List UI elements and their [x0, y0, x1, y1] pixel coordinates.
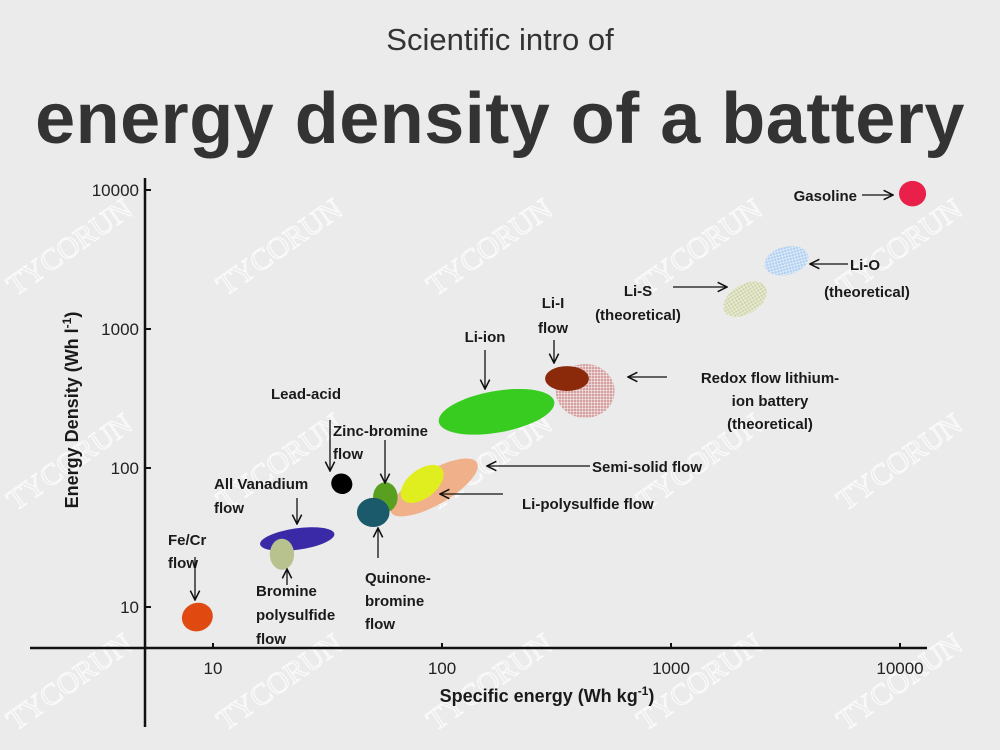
- label-redox-flow-lithium-ion-battery-theoretical: Redox flow lithium-: [701, 370, 839, 387]
- watermark-text: TYCORUN: [421, 192, 559, 302]
- y-tick-label: 10: [120, 598, 139, 617]
- subtitle: Scientific intro of: [386, 22, 614, 57]
- region-li-polysulfide-flow: [400, 464, 444, 503]
- x-tick-label: 100: [428, 659, 456, 678]
- region-quinone-bromine-flow: [356, 497, 390, 528]
- label-gasoline: Gasoline: [794, 188, 857, 205]
- y-tick-label: 100: [111, 459, 139, 478]
- label-li-o-theoretical: Li-O: [850, 257, 880, 274]
- region-li-o-theoretical: [764, 245, 809, 276]
- label-li-polysulfide-flow: Li-polysulfide flow: [522, 496, 654, 513]
- watermark-text: TYCORUN: [1, 192, 139, 302]
- label-zinc-bromine-flow: Zinc-bromine: [333, 423, 428, 440]
- watermark-text: TYCORUN: [831, 407, 969, 517]
- label-fe-cr-flow: Fe/Cr: [168, 532, 207, 549]
- y-axis-label: Energy Density (Wh l-1): [60, 312, 82, 509]
- region-lead-acid: [331, 473, 353, 494]
- label-lead-acid: Lead-acid: [271, 386, 341, 403]
- label-bromine-polysulfide-flow: flow: [256, 631, 286, 648]
- label-quinone-bromine-flow: Quinone-: [365, 570, 431, 587]
- label-bromine-polysulfide-flow: polysulfide: [256, 607, 335, 624]
- label-redox-flow-lithium-ion-battery-theoretical: (theoretical): [727, 416, 813, 433]
- region-li-s-theoretical: [723, 281, 767, 317]
- x-axis-label: Specific energy (Wh kg-1): [440, 684, 655, 706]
- label-redox-flow-lithium-ion-battery-theoretical: ion battery: [732, 393, 809, 410]
- label-semi-solid-flow: Semi-solid flow: [592, 459, 702, 476]
- label-li-s-theoretical: (theoretical): [595, 307, 681, 324]
- label-zinc-bromine-flow: flow: [333, 446, 363, 463]
- label-all-vanadium-flow: All Vanadium: [214, 476, 308, 493]
- x-tick-label: 1000: [652, 659, 690, 678]
- y-tick-label: 10000: [92, 181, 139, 200]
- x-tick-label: 10000: [876, 659, 923, 678]
- label-li-s-theoretical: Li-S: [624, 283, 652, 300]
- region-all-vanadium-flow: [260, 527, 335, 551]
- label-quinone-bromine-flow: flow: [365, 616, 395, 633]
- label-fe-cr-flow: flow: [168, 555, 198, 572]
- page-title: energy density of a battery: [35, 79, 965, 159]
- label-quinone-bromine-flow: bromine: [365, 593, 424, 610]
- x-tick-label: 10: [204, 659, 223, 678]
- region-li-i-flow: [545, 366, 589, 392]
- watermark-text: TYCORUN: [1, 627, 139, 737]
- label-li-ion: Li-ion: [465, 329, 506, 346]
- label-li-o-theoretical: (theoretical): [824, 284, 910, 301]
- label-li-i-flow: flow: [538, 320, 568, 337]
- label-all-vanadium-flow: flow: [214, 500, 244, 517]
- region-gasoline: [899, 180, 927, 207]
- label-bromine-polysulfide-flow: Bromine: [256, 583, 317, 600]
- watermark-text: TYCORUN: [211, 192, 349, 302]
- region-fe-cr-flow: [181, 602, 213, 632]
- watermark-text: TYCORUN: [631, 627, 769, 737]
- region-bromine-polysulfide-flow: [269, 538, 295, 570]
- region-li-ion: [438, 388, 555, 435]
- y-tick-label: 1000: [101, 320, 139, 339]
- label-li-i-flow: Li-I: [542, 295, 565, 312]
